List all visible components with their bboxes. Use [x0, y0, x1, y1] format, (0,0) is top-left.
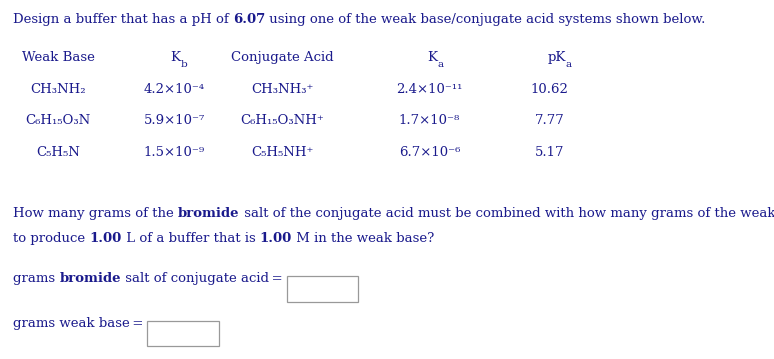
- Text: grams: grams: [13, 272, 60, 285]
- Text: 10.62: 10.62: [531, 83, 568, 96]
- Text: Design a buffer that has a pH of: Design a buffer that has a pH of: [13, 13, 233, 26]
- Text: CH₃NH₂: CH₃NH₂: [30, 83, 86, 96]
- Text: K: K: [427, 51, 437, 64]
- Text: 1.5×10⁻⁹: 1.5×10⁻⁹: [143, 146, 205, 159]
- Text: b: b: [180, 61, 187, 70]
- Text: 1.7×10⁻⁸: 1.7×10⁻⁸: [399, 114, 461, 127]
- Text: using one of the weak base/conjugate acid systems shown below.: using one of the weak base/conjugate aci…: [265, 13, 706, 26]
- Text: grams weak base =: grams weak base =: [13, 317, 143, 330]
- Text: C₆H₁₅O₃NH⁺: C₆H₁₅O₃NH⁺: [241, 114, 324, 127]
- Text: 1.00: 1.00: [260, 232, 292, 244]
- Text: 5.17: 5.17: [535, 146, 564, 159]
- Text: Weak Base: Weak Base: [22, 51, 94, 64]
- Text: 6.07: 6.07: [233, 13, 265, 26]
- Text: bromide: bromide: [60, 272, 121, 285]
- Text: pK: pK: [547, 51, 566, 64]
- Text: salt of conjugate acid =: salt of conjugate acid =: [121, 272, 283, 285]
- Text: a: a: [566, 61, 572, 70]
- Text: 1.00: 1.00: [90, 232, 122, 244]
- Text: to produce: to produce: [13, 232, 90, 244]
- FancyBboxPatch shape: [286, 276, 358, 302]
- Text: C₅H₅NH⁺: C₅H₅NH⁺: [252, 146, 313, 159]
- Text: bromide: bromide: [178, 207, 240, 220]
- Text: salt of the conjugate acid must be combined with how many grams of the weak base: salt of the conjugate acid must be combi…: [240, 207, 774, 220]
- Text: CH₃NH₃⁺: CH₃NH₃⁺: [252, 83, 313, 96]
- Text: 7.77: 7.77: [535, 114, 564, 127]
- Text: 5.9×10⁻⁷: 5.9×10⁻⁷: [143, 114, 205, 127]
- Text: C₅H₅N: C₅H₅N: [36, 146, 80, 159]
- FancyBboxPatch shape: [147, 321, 218, 346]
- Text: K: K: [170, 51, 180, 64]
- Text: a: a: [437, 61, 444, 70]
- Text: 6.7×10⁻⁶: 6.7×10⁻⁶: [399, 146, 461, 159]
- Text: How many grams of the: How many grams of the: [13, 207, 178, 220]
- Text: C₆H₁₅O₃N: C₆H₁₅O₃N: [26, 114, 91, 127]
- Text: 4.2×10⁻⁴: 4.2×10⁻⁴: [144, 83, 204, 96]
- Text: Conjugate Acid: Conjugate Acid: [231, 51, 334, 64]
- Text: L of a buffer that is: L of a buffer that is: [122, 232, 260, 244]
- Text: 2.4×10⁻¹¹: 2.4×10⁻¹¹: [396, 83, 463, 96]
- Text: M in the weak base?: M in the weak base?: [292, 232, 434, 244]
